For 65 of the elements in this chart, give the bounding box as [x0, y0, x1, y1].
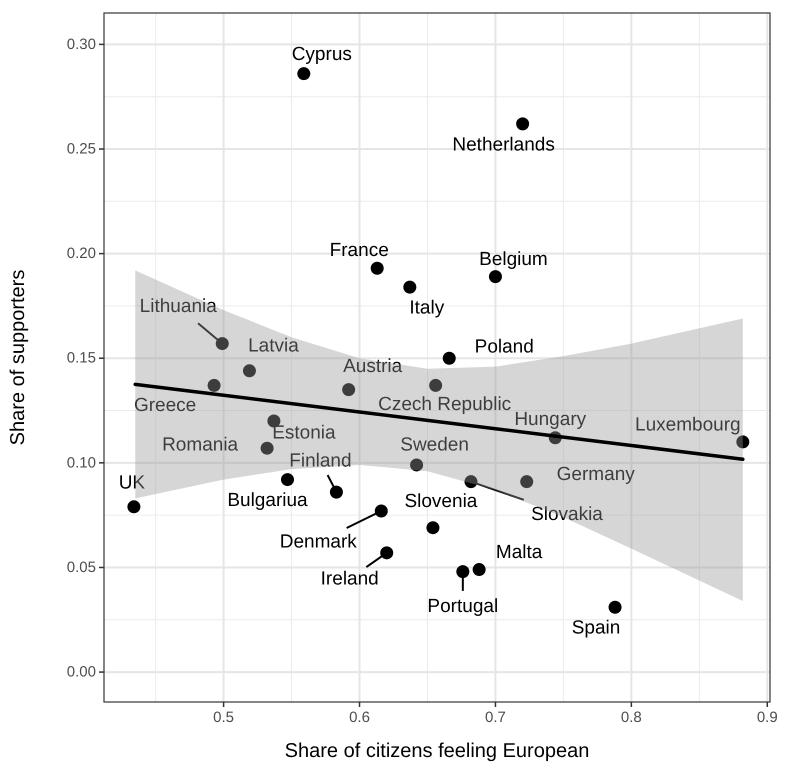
point	[403, 280, 416, 294]
annotation: Austria	[343, 356, 403, 378]
point	[442, 352, 456, 365]
point	[456, 565, 470, 578]
annotation: Czech Republic	[378, 394, 512, 415]
point	[410, 458, 424, 472]
point	[488, 270, 502, 284]
annotation: Poland	[474, 336, 534, 358]
annotation: Italy	[409, 298, 445, 319]
point	[464, 475, 478, 488]
y-tick-label: 0.10	[66, 454, 96, 472]
point	[370, 262, 384, 275]
x-tick-label: 0.7	[485, 709, 506, 726]
y-tick-label: 0.05	[66, 558, 96, 576]
point	[736, 435, 750, 448]
y-tick-label: 0.25	[66, 140, 96, 158]
x-tick-label: 0.6	[349, 709, 370, 726]
point	[216, 337, 229, 350]
annotation: Lithuania	[140, 296, 218, 318]
annotation: Denmark	[280, 531, 358, 552]
annotation: Sweden	[400, 434, 469, 456]
annotation: Germany	[556, 464, 636, 486]
annotation: Cyprus	[292, 44, 352, 66]
point	[426, 521, 440, 534]
annotation: Latvia	[248, 335, 300, 356]
y-tick-label: 0.00	[66, 664, 96, 681]
point	[260, 442, 274, 455]
annotation: Greece	[134, 394, 196, 416]
y-tick-label: 0.20	[66, 245, 96, 262]
point	[380, 546, 394, 560]
annotation: UK	[118, 472, 146, 494]
y-tick-label: 0.30	[66, 36, 96, 53]
point	[472, 563, 486, 576]
x-tick-label: 0.5	[213, 709, 234, 726]
point	[127, 500, 140, 514]
x-tick-label: 0.9	[756, 709, 778, 726]
annotation: Portugal	[427, 596, 498, 618]
annotation: Ireland	[320, 568, 379, 590]
point	[242, 364, 256, 378]
annotation: Hungary	[514, 409, 587, 430]
annotation: Slovakia	[531, 504, 604, 526]
point	[208, 378, 221, 392]
point	[608, 600, 622, 614]
point	[520, 475, 534, 488]
annotation: Bulgariua	[227, 490, 308, 512]
x-axis-title: Share of citizens feeling European	[284, 740, 590, 762]
point	[297, 67, 310, 80]
annotation: Slovenia	[404, 491, 478, 512]
annotation: Spain	[572, 618, 620, 639]
point	[280, 473, 294, 486]
annotation: Finland	[289, 450, 352, 472]
annotation: Netherlands	[452, 134, 555, 156]
point	[342, 383, 356, 396]
point	[516, 117, 530, 130]
annotation: Belgium	[479, 249, 548, 270]
y-tick-label: 0.15	[66, 350, 96, 367]
annotation: Malta	[496, 542, 543, 564]
annotation: Luxembourg	[635, 414, 741, 436]
x-tick-label: 0.8	[620, 709, 642, 726]
y-axis-title: Share of supporters	[7, 270, 29, 446]
annotation: France	[330, 240, 389, 261]
point	[429, 378, 442, 392]
annotation: Romania	[162, 434, 239, 456]
annotation: Estonia	[272, 422, 336, 444]
point	[330, 486, 343, 499]
